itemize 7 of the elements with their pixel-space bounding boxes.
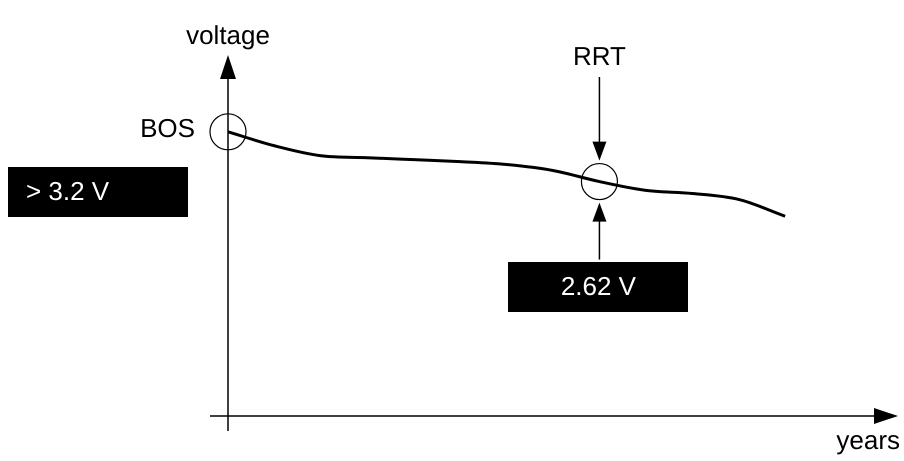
text: BOS xyxy=(140,113,195,144)
label-box: > 3.2 V xyxy=(8,166,188,217)
y-axis-title: voltage xyxy=(186,20,270,50)
label-box: 2.62 V xyxy=(508,262,688,312)
x-axis-title: years xyxy=(836,425,900,456)
annotation: 2.62 V xyxy=(560,271,636,302)
text: RRT xyxy=(572,41,626,72)
